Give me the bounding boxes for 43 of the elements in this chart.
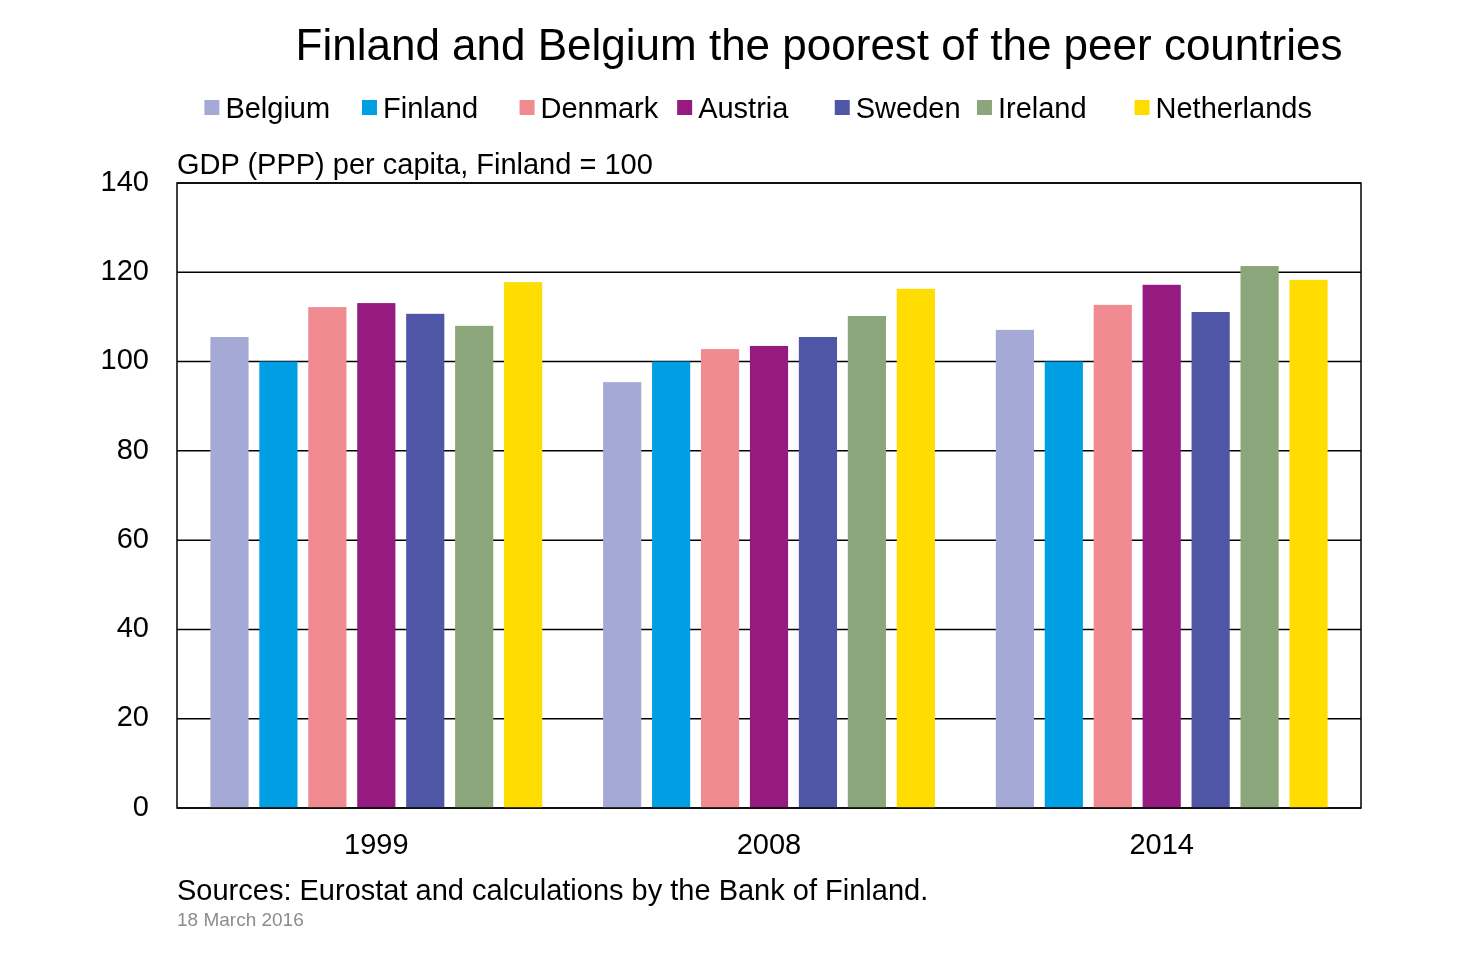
y-axis-title: GDP (PPP) per capita, Finland = 100 <box>177 148 653 180</box>
bar <box>357 303 396 808</box>
y-tick-label: 140 <box>100 164 149 197</box>
bar <box>406 313 445 808</box>
bar <box>603 382 642 808</box>
bar <box>847 316 886 808</box>
bar <box>700 349 740 808</box>
legend-label: Netherlands <box>1155 91 1312 124</box>
x-tick-label: 2014 <box>1129 827 1194 860</box>
bar <box>1142 284 1181 808</box>
y-tick-label: 0 <box>132 789 149 822</box>
bar <box>995 329 1034 808</box>
bar <box>504 282 543 808</box>
bar <box>798 337 838 808</box>
legend-label: Sweden <box>855 91 961 124</box>
y-tick-label: 60 <box>116 521 149 554</box>
y-tick-label: 20 <box>116 700 149 733</box>
text: 18 March 2016 <box>177 909 304 930</box>
bar <box>652 361 691 808</box>
y-tick-label: 80 <box>116 432 149 465</box>
bar <box>1044 361 1083 808</box>
legend-label: Finland <box>382 91 479 124</box>
bar <box>1093 304 1132 808</box>
bar <box>259 361 298 808</box>
legend-label: Denmark <box>540 91 659 124</box>
bar <box>1289 279 1328 808</box>
bar <box>308 307 347 808</box>
legend-label: Belgium <box>225 91 331 124</box>
y-tick-label: 40 <box>116 611 149 644</box>
legend-label: Ireland <box>997 91 1087 124</box>
bar <box>1240 266 1279 808</box>
y-tick-label: 100 <box>100 343 149 376</box>
x-tick-label: 2008 <box>736 827 802 860</box>
bar <box>896 288 935 808</box>
legend-label: Austria <box>698 91 790 124</box>
chart-title: Finland and Belgium the poorest of the peer countries <box>295 20 1343 69</box>
bar <box>210 337 249 808</box>
source-note: Sources: Eurostat and calculations by the Bank of Finland. <box>177 874 929 906</box>
x-tick-label: 1999 <box>344 827 409 860</box>
bar <box>455 325 494 808</box>
bar <box>1191 312 1230 808</box>
bar <box>749 345 789 808</box>
y-tick-label: 120 <box>100 253 149 286</box>
